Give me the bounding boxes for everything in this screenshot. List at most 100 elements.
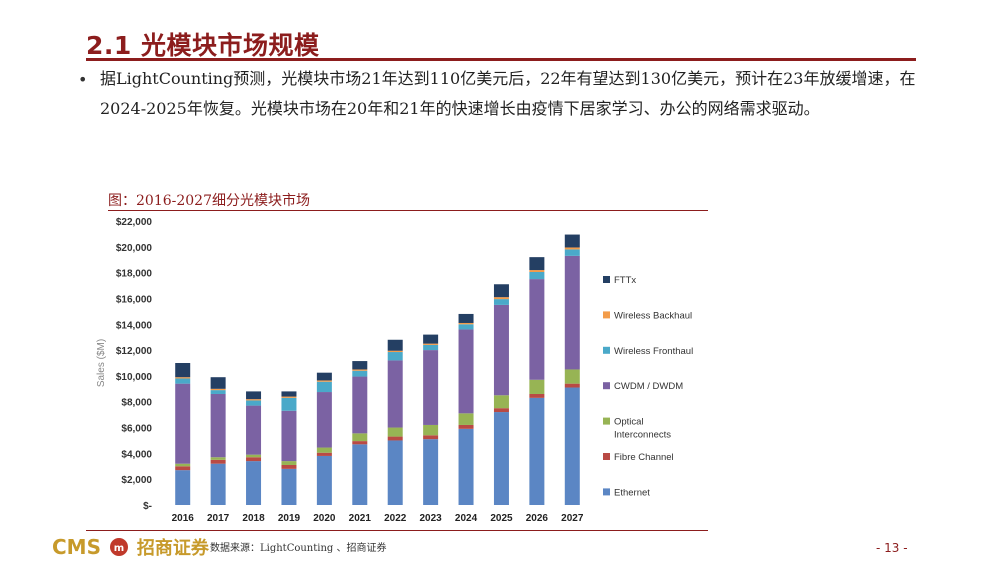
bar-segment-wireless-backhaul — [210, 388, 226, 391]
bar-segment-wireless-fronthaul — [246, 400, 262, 406]
y-tick-label: $20,000 — [116, 243, 153, 254]
bar-segment-optical-interconnects — [352, 433, 368, 442]
bar-segment-wireless-fronthaul — [210, 390, 226, 394]
bar-segment-optical-interconnects — [316, 447, 332, 453]
bar-segment-fibre-channel — [387, 436, 403, 441]
x-tick-label: 2016 — [172, 513, 195, 524]
bar-segment-fibre-channel — [352, 441, 368, 445]
bar-segment-ethernet — [316, 455, 332, 505]
x-tick-label: 2018 — [242, 513, 265, 524]
legend-label: Interconnects — [614, 430, 671, 441]
x-tick-label: 2023 — [420, 513, 443, 524]
legend-label: FTTx — [614, 275, 636, 286]
bar-segment-ethernet — [458, 428, 474, 505]
bar-segment-wireless-fronthaul — [281, 397, 297, 411]
bar-segment-cwdm-dwdm — [387, 360, 403, 428]
bar-segment-fibre-channel — [529, 393, 545, 398]
bar-segment-optical-interconnects — [210, 457, 226, 460]
bar-segment-fibre-channel — [458, 424, 474, 429]
bar-segment-cwdm-dwdm — [175, 383, 191, 464]
bar-segment-ethernet — [352, 444, 368, 505]
y-tick-label: $6,000 — [121, 424, 152, 435]
data-source: 数据来源：LightCounting 、招商证券 — [210, 543, 387, 554]
legend-swatch — [603, 488, 610, 496]
bar-segment-wireless-backhaul — [423, 343, 439, 345]
bar-segment-fttx — [316, 372, 332, 381]
bar-segment-fibre-channel — [210, 459, 226, 464]
legend-swatch — [603, 311, 610, 319]
bar-segment-fibre-channel — [281, 464, 297, 469]
bar-segment-wireless-fronthaul — [316, 381, 332, 393]
cms-logo-text: CMS — [52, 535, 101, 559]
bar-segment-wireless-backhaul — [387, 350, 403, 353]
bar-segment-optical-interconnects — [564, 369, 580, 384]
legend-label: Fibre Channel — [614, 452, 674, 463]
cms-logo: CMS m 招商证券 — [52, 534, 209, 560]
bar-segment-cwdm-dwdm — [352, 376, 368, 434]
bar-segment-cwdm-dwdm — [458, 329, 474, 414]
y-tick-label: $16,000 — [116, 294, 153, 305]
y-tick-label: $10,000 — [116, 372, 153, 383]
x-tick-label: 2024 — [455, 513, 478, 524]
x-tick-label: 2025 — [490, 513, 513, 524]
bar-segment-cwdm-dwdm — [493, 304, 509, 396]
bar-segment-fttx — [352, 361, 368, 370]
bar-segment-optical-interconnects — [529, 379, 545, 394]
legend-label: Optical — [614, 417, 644, 428]
bar-segment-cwdm-dwdm — [210, 393, 226, 458]
bar-segment-cwdm-dwdm — [529, 279, 545, 380]
cms-logo-cn: 招商证券 — [136, 538, 209, 559]
y-tick-label: $18,000 — [116, 269, 153, 280]
y-tick-label: $8,000 — [121, 398, 152, 409]
bar-segment-wireless-backhaul — [352, 369, 368, 371]
legend-swatch — [603, 382, 610, 390]
bar-segment-optical-interconnects — [175, 463, 191, 467]
bar-segment-ethernet — [564, 387, 580, 505]
bar-segment-fttx — [175, 363, 191, 378]
legend-swatch — [603, 276, 610, 283]
bar-segment-fttx — [493, 284, 509, 298]
legend-swatch — [603, 453, 610, 460]
slide-title: 2.1 光模块市场规模 — [86, 31, 320, 60]
svg-text:m: m — [114, 543, 124, 554]
legend-label: Ethernet — [614, 487, 650, 498]
bar-segment-fttx — [281, 391, 297, 397]
bar-segment-wireless-fronthaul — [352, 370, 368, 377]
bar-segment-wireless-fronthaul — [423, 344, 439, 351]
bar-segment-cwdm-dwdm — [564, 255, 580, 370]
figure-caption: 图：2016-2027细分光模块市场 — [108, 193, 310, 209]
y-tick-label: $2,000 — [121, 475, 152, 486]
y-tick-label: $22,000 — [116, 217, 153, 228]
legend-swatch — [603, 417, 610, 425]
bar-segment-fttx — [423, 334, 439, 344]
bar-segment-cwdm-dwdm — [316, 392, 332, 448]
x-tick-label: 2022 — [384, 513, 407, 524]
bar-segment-fttx — [529, 257, 545, 271]
bar-segment-cwdm-dwdm — [281, 410, 297, 462]
bar-segment-optical-interconnects — [246, 454, 262, 458]
bar-segment-ethernet — [493, 412, 509, 505]
bar-segment-wireless-backhaul — [529, 270, 545, 272]
logo-emblem-icon: m — [109, 538, 128, 556]
bar-segment-optical-interconnects — [493, 395, 509, 409]
bar-segment-ethernet — [423, 439, 439, 505]
bar-segment-optical-interconnects — [387, 427, 403, 437]
figure-bottom-rule — [86, 530, 708, 531]
bar-segment-optical-interconnects — [458, 413, 474, 425]
bar-segment-cwdm-dwdm — [246, 405, 262, 455]
legend-label: Wireless Fronthaul — [614, 346, 693, 357]
bar-segment-fttx — [246, 391, 262, 400]
y-tick-label: $- — [143, 501, 152, 512]
x-tick-label: 2021 — [349, 513, 372, 524]
bar-segment-optical-interconnects — [281, 461, 297, 465]
bar-segment-fibre-channel — [175, 466, 191, 471]
bar-segment-ethernet — [246, 461, 262, 505]
bar-segment-wireless-backhaul — [175, 377, 191, 379]
bar-segment-wireless-fronthaul — [387, 352, 403, 361]
bar-segment-wireless-backhaul — [458, 322, 474, 325]
bar-segment-ethernet — [529, 397, 545, 505]
legend-swatch — [603, 346, 610, 354]
x-tick-label: 2019 — [278, 513, 301, 524]
y-tick-label: $4,000 — [121, 449, 152, 460]
